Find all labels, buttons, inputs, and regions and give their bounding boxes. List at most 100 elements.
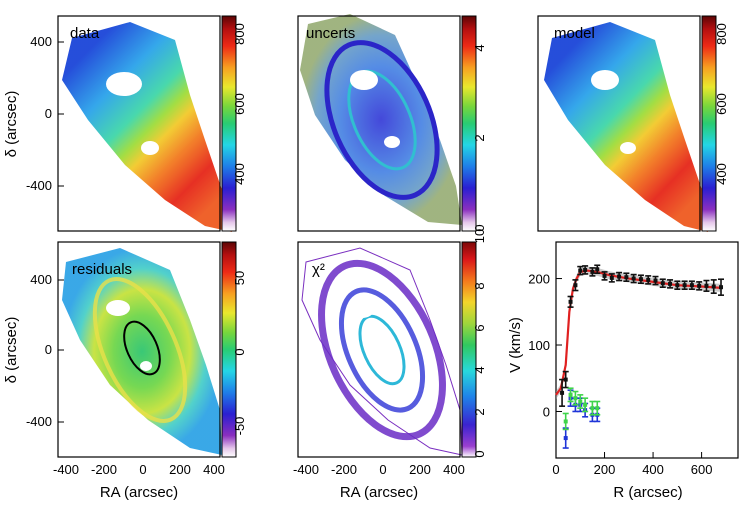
ytick-label: 100	[528, 338, 550, 353]
colorbar-tick: 400	[714, 163, 729, 185]
rotation-curve-ticks: 0 200 400 600 0 100 200	[528, 272, 712, 477]
data-point	[719, 285, 724, 290]
panel-rotation-curve: V (km/s) R (arcsec) 0 200 400 600 0 100 200	[507, 241, 739, 501]
ytick-label: 400	[30, 34, 52, 49]
colorbar-tick: 8	[472, 282, 487, 289]
data-point	[617, 274, 622, 279]
panel-label: uncerts	[306, 25, 355, 42]
colorbar-tick: 4	[472, 366, 487, 373]
colorbar-tick: 6	[472, 324, 487, 331]
data-point	[704, 283, 709, 288]
panel-chi2: -400 -200 0 200 400 RA (arcsec) χ² 10 8 …	[293, 229, 487, 501]
panel-model: model 800 600 400	[537, 15, 729, 232]
xtick-label: -200	[331, 462, 357, 477]
xtick-label: 0	[552, 462, 559, 477]
colorbar-tick: 0	[472, 450, 487, 457]
data-point	[697, 283, 702, 288]
colorbar-tick: 10	[472, 229, 487, 243]
data-point	[595, 267, 600, 272]
ytick-label: 0	[45, 342, 52, 357]
data-point	[563, 377, 568, 382]
series-radial-component	[562, 389, 601, 449]
panel-residuals: 400 0 -400 δ (arcsec) -400 -200 0 200 40…	[3, 241, 247, 501]
ytick-label: 400	[30, 272, 52, 287]
ytick-label: -400	[26, 178, 52, 193]
panel-uncerts: uncerts 4 2 0	[297, 14, 487, 232]
panel-label: data	[70, 25, 100, 42]
panel-label: χ²	[312, 261, 325, 278]
data-point	[573, 283, 578, 288]
data-point	[560, 390, 565, 395]
x-axis-label: R (arcsec)	[613, 484, 682, 501]
data-point	[590, 269, 595, 274]
data-point	[646, 277, 651, 282]
colorbar-tick: 800	[232, 23, 247, 45]
data-point	[609, 275, 614, 280]
xtick-label: -400	[293, 462, 319, 477]
colorbar-tick: 400	[232, 163, 247, 185]
xtick-label: 400	[642, 462, 664, 477]
ytick-label: 0	[543, 404, 550, 419]
colorbar-tick: 800	[714, 23, 729, 45]
colorbar	[461, 15, 477, 232]
y-axis-label: δ (arcsec)	[3, 91, 20, 158]
xtick-label: 0	[139, 462, 146, 477]
data-point	[653, 278, 658, 283]
rotation-curve-frame	[555, 241, 739, 459]
data-point	[668, 281, 673, 286]
data-point	[638, 277, 643, 282]
panel-label: residuals	[72, 261, 132, 278]
data-point	[689, 283, 694, 288]
data-point	[631, 276, 636, 281]
data-point	[583, 402, 588, 407]
colorbar-tick: 50	[232, 271, 247, 285]
series-secondary-component	[562, 387, 601, 431]
data-point	[624, 275, 629, 280]
colorbar-tick: 600	[232, 93, 247, 115]
data-point	[578, 268, 583, 273]
xtick-label: 400	[203, 462, 225, 477]
data-point	[578, 399, 583, 404]
data-points-layer	[559, 264, 725, 449]
ytick-label: 200	[528, 272, 550, 287]
data-point	[675, 283, 680, 288]
ytick-label: -400	[26, 414, 52, 429]
xtick-label: 200	[594, 462, 616, 477]
galaxy-velocity-field	[62, 22, 232, 232]
data-point	[602, 273, 607, 278]
data-point	[573, 396, 578, 401]
data-point	[595, 406, 600, 411]
data-point	[660, 281, 665, 286]
x-axis-label: RA (arcsec)	[340, 484, 418, 501]
colorbar-tick: -50	[232, 417, 247, 436]
series-rotation-velocity	[559, 264, 725, 407]
xtick-label: -400	[53, 462, 79, 477]
x-axis-label: RA (arcsec)	[100, 484, 178, 501]
xtick-label: 0	[379, 462, 386, 477]
ytick-label: 0	[45, 106, 52, 121]
xtick-label: 600	[691, 462, 713, 477]
colorbar	[461, 241, 477, 458]
colorbar	[221, 241, 237, 458]
data-point	[590, 406, 595, 411]
data-point	[568, 299, 573, 304]
colorbar	[221, 15, 237, 232]
colorbar-tick: 2	[472, 408, 487, 415]
panel-data: 400 0 -400 δ (arcsec) data 800 600 400	[3, 15, 247, 232]
fit-region-ellipse	[123, 320, 161, 376]
y-axis-label: V (km/s)	[507, 317, 524, 373]
colorbar-tick: 0	[232, 348, 247, 355]
data-point	[563, 436, 568, 441]
colorbar	[701, 15, 717, 232]
galaxy-uncertainty-map	[300, 14, 462, 225]
panel-label: model	[554, 25, 595, 42]
galaxy-residual-map	[62, 248, 222, 455]
model-curve-layer	[555, 266, 722, 399]
colorbar-tick: 2	[472, 134, 487, 141]
xtick-label: -200	[91, 462, 117, 477]
xtick-label: 400	[443, 462, 465, 477]
xtick-label: 200	[169, 462, 191, 477]
data-point	[711, 284, 716, 289]
data-point	[682, 283, 687, 288]
